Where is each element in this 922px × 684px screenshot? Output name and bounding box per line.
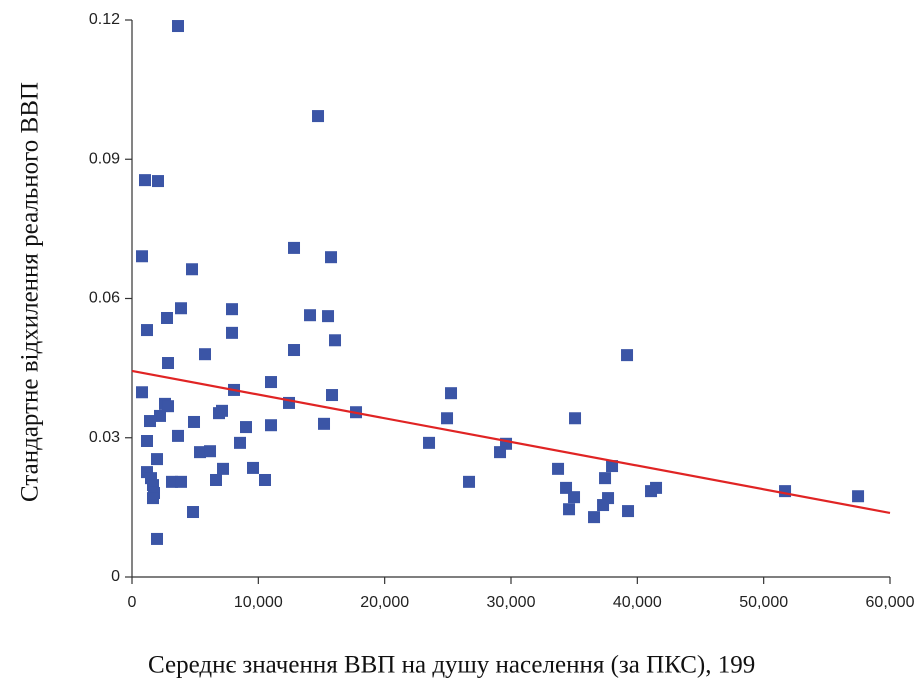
point: [161, 311, 174, 324]
point: [329, 334, 342, 347]
point: [162, 357, 175, 370]
point: [209, 473, 222, 486]
point: [151, 175, 164, 188]
point: [226, 303, 239, 316]
point: [265, 376, 278, 389]
point: [136, 250, 149, 263]
y-tick-label: 0.12: [89, 11, 120, 28]
point: [312, 110, 325, 123]
point: [259, 473, 272, 486]
trend-line: [131, 369, 891, 515]
point: [151, 532, 164, 545]
point: [240, 421, 253, 434]
point: [265, 419, 278, 432]
point: [552, 462, 565, 475]
point: [153, 409, 166, 422]
point: [318, 417, 331, 430]
point: [326, 389, 339, 402]
point: [445, 387, 458, 400]
point: [140, 434, 153, 447]
point: [563, 503, 576, 516]
y-tick-label: 0.06: [89, 290, 120, 307]
point: [288, 241, 301, 254]
x-tick-label: 40,000: [613, 594, 662, 611]
point: [165, 475, 178, 488]
point: [599, 472, 612, 485]
point: [226, 326, 239, 339]
y-tick-label: 0.09: [89, 150, 120, 167]
point: [151, 453, 164, 466]
point: [140, 324, 153, 337]
x-tick-label: 60,000: [866, 594, 915, 611]
point: [322, 310, 335, 323]
point: [494, 446, 507, 459]
point: [188, 415, 201, 428]
point: [171, 429, 184, 442]
point: [138, 174, 151, 187]
point: [171, 20, 184, 33]
point: [560, 481, 573, 494]
point: [779, 485, 792, 498]
point: [215, 404, 228, 417]
point: [423, 436, 436, 449]
point: [645, 485, 658, 498]
point: [194, 446, 207, 459]
point: [146, 492, 159, 505]
point: [463, 475, 476, 488]
point: [288, 344, 301, 357]
point: [622, 505, 635, 518]
point: [441, 412, 454, 425]
point: [588, 511, 601, 524]
x-tick-label: 10,000: [234, 594, 283, 611]
point: [568, 491, 581, 504]
point: [175, 302, 188, 315]
y-axis-title: Стандартне відхилення реального ВВП: [17, 82, 44, 502]
x-tick-label: 0: [128, 594, 137, 611]
point: [247, 461, 260, 474]
point: [606, 460, 619, 473]
x-tick-label: 30,000: [487, 594, 536, 611]
point: [217, 462, 230, 475]
point: [621, 349, 634, 362]
point: [136, 386, 149, 399]
point: [569, 412, 582, 425]
x-axis-title: Середнє значення ВВП на душу населення (…: [148, 652, 755, 679]
point: [597, 499, 610, 512]
x-tick-label: 50,000: [739, 594, 788, 611]
point: [175, 475, 188, 488]
point: [187, 506, 200, 519]
y-tick-label: 0: [111, 568, 120, 585]
point: [204, 445, 217, 458]
point: [199, 348, 212, 361]
point: [304, 309, 317, 322]
point: [852, 490, 865, 503]
x-tick-label: 20,000: [360, 594, 409, 611]
point: [162, 400, 175, 413]
point: [186, 263, 199, 276]
y-tick-label: 0.03: [89, 429, 120, 446]
point: [144, 415, 157, 428]
point: [234, 436, 247, 449]
point: [325, 251, 338, 264]
